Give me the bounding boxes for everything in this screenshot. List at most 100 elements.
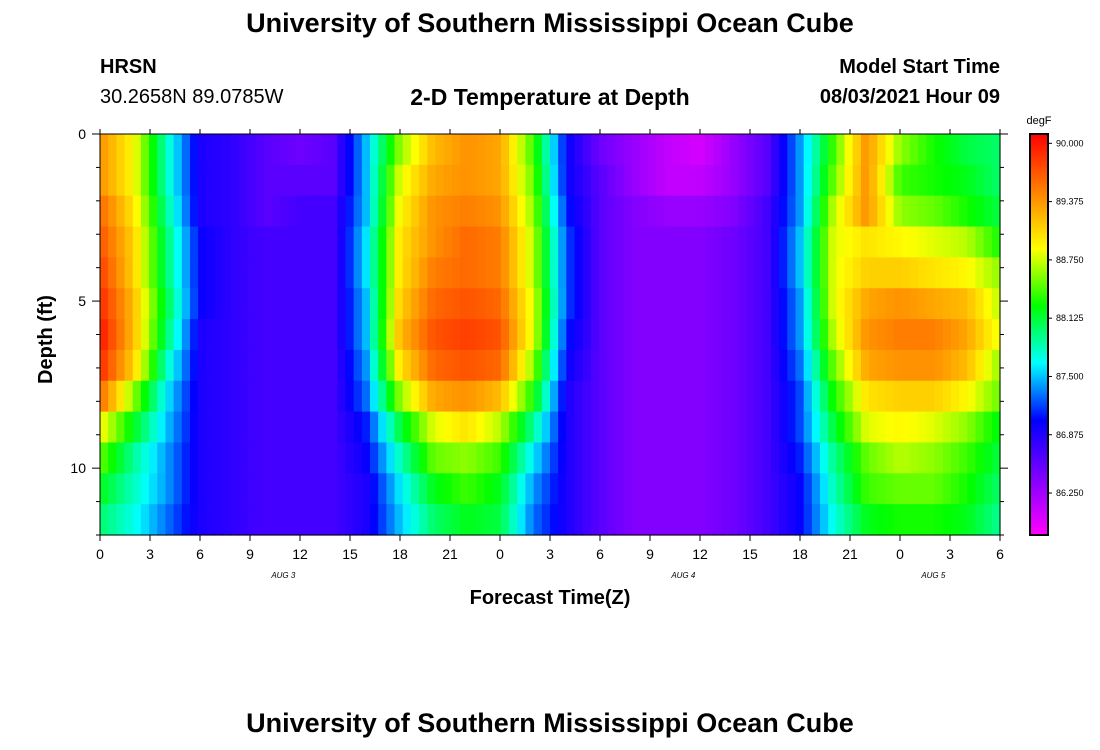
heatmap-cell — [525, 411, 535, 444]
heatmap-cell — [689, 257, 698, 289]
heatmap-cell — [926, 442, 936, 474]
heatmap-cell — [828, 164, 837, 197]
heatmap-cell — [836, 195, 846, 228]
heatmap-cell — [738, 195, 747, 228]
heatmap-cell — [811, 288, 821, 320]
heatmap-cell — [967, 349, 977, 382]
heatmap-cell — [590, 319, 600, 351]
heatmap-cell — [950, 504, 960, 536]
heatmap-cell — [803, 473, 813, 505]
heatmap-cell — [672, 164, 682, 197]
heatmap-cell — [124, 257, 134, 289]
heatmap-cell — [435, 349, 445, 382]
heatmap-cell — [672, 134, 682, 166]
y-tick-label: 10 — [70, 460, 86, 476]
heatmap-cell — [754, 319, 764, 351]
heatmap-cell — [705, 195, 715, 228]
heatmap-cell — [770, 442, 780, 474]
heatmap-cell — [910, 319, 919, 351]
heatmap-cell — [590, 442, 600, 474]
heatmap-cell — [901, 411, 911, 444]
heatmap-cell — [108, 349, 117, 382]
heatmap-cell — [157, 134, 167, 166]
heatmap-cell — [541, 288, 551, 320]
heatmap-cell — [386, 164, 396, 197]
heatmap-cell — [820, 349, 829, 382]
heatmap-cell — [762, 504, 772, 536]
heatmap-cell — [394, 257, 404, 289]
heatmap-cell — [828, 473, 837, 505]
heatmap-cell — [173, 349, 183, 382]
heatmap-cell — [443, 319, 453, 351]
heatmap-cell — [664, 164, 674, 197]
heatmap-cell — [460, 319, 469, 351]
heatmap-cell — [525, 164, 535, 197]
heatmap-cell — [394, 134, 404, 166]
heatmap-cell — [828, 319, 837, 351]
heatmap-cell — [386, 442, 396, 474]
heatmap-cell — [869, 226, 878, 258]
heatmap-cell — [140, 380, 150, 413]
heatmap-cell — [533, 473, 543, 505]
page-title: University of Southern Mississippi Ocean… — [246, 8, 854, 38]
heatmap-cell — [509, 226, 518, 258]
heatmap-cell — [361, 164, 371, 197]
heatmap-cell — [386, 319, 396, 351]
x-tick-label: 12 — [692, 546, 708, 562]
heatmap-cell — [803, 164, 813, 197]
heatmap-cell — [787, 257, 797, 289]
heatmap-cell — [869, 257, 878, 289]
heatmap-cell — [959, 319, 968, 351]
heatmap-cell — [967, 504, 977, 536]
heatmap-cell — [222, 257, 232, 289]
heatmap-cell — [811, 349, 821, 382]
heatmap-cell — [770, 504, 780, 536]
heatmap-cell — [950, 134, 960, 166]
heatmap-cell — [926, 134, 936, 166]
heatmap-cell — [599, 195, 608, 228]
heatmap-cell — [680, 134, 690, 166]
heatmap-cell — [247, 349, 257, 382]
heatmap-cell — [280, 349, 289, 382]
colorbar-label: 88.750 — [1056, 255, 1084, 265]
heatmap-cell — [582, 134, 592, 166]
heatmap-cell — [942, 195, 952, 228]
heatmap-cell — [705, 226, 715, 258]
heatmap-cell — [950, 380, 960, 413]
heatmap-cell — [590, 134, 600, 166]
heatmap-cell — [697, 226, 707, 258]
heatmap-cell — [860, 380, 870, 413]
heatmap-cell — [770, 288, 780, 320]
heatmap-cell — [410, 349, 420, 382]
heatmap-cell — [288, 257, 297, 289]
colorbar: 90.000 89.375 88.750 88.125 87.500 86.875 86.2… — [1029, 133, 1084, 536]
heatmap-cell — [410, 164, 420, 197]
heatmap-cell — [435, 134, 445, 166]
heatmap-cell — [599, 442, 608, 474]
heatmap-cell — [116, 226, 126, 258]
heatmap-cell — [623, 226, 633, 258]
heatmap-cell — [942, 319, 952, 351]
heatmap-cell — [615, 411, 625, 444]
heatmap-cell — [918, 473, 927, 505]
heatmap-cell — [959, 504, 968, 536]
heatmap-cell — [852, 411, 862, 444]
heatmap-cell — [795, 504, 805, 536]
heatmap-cell — [288, 349, 297, 382]
heatmap-cell — [173, 411, 183, 444]
heatmap-cell — [893, 349, 903, 382]
heatmap-cell — [214, 504, 224, 536]
heatmap-cell — [419, 288, 428, 320]
heatmap-cell — [132, 473, 142, 505]
heatmap-cell — [558, 380, 567, 413]
heatmap-cell — [190, 380, 199, 413]
heatmap-cell — [533, 504, 543, 536]
heatmap-cell — [435, 442, 445, 474]
heatmap-cell — [312, 349, 322, 382]
heatmap-cell — [656, 319, 666, 351]
heatmap-cell — [631, 257, 641, 289]
heatmap-cell — [157, 349, 167, 382]
heatmap-cell — [476, 411, 486, 444]
heatmap-cell — [566, 134, 576, 166]
heatmap-cell — [517, 442, 527, 474]
